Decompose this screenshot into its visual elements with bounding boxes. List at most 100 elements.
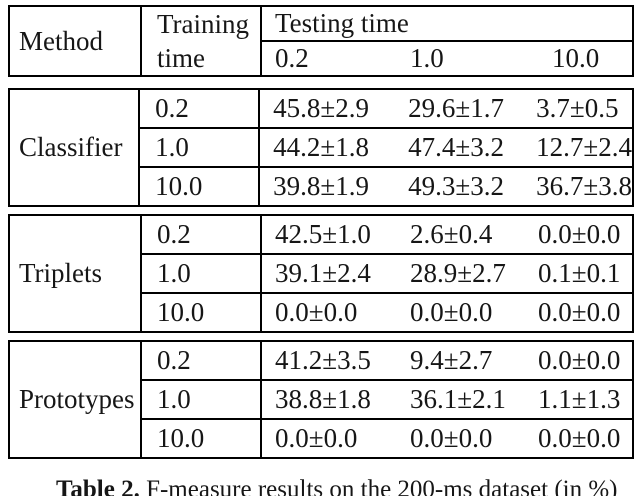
- table-caption: Table 2. F-measure results on the 200-ms…: [56, 477, 618, 496]
- value-cell-testing-10.0: 12.7±2.4: [523, 129, 632, 166]
- method-cell: Triplets: [10, 216, 142, 331]
- training-time-cell: 10.0: [142, 420, 262, 457]
- training-time-cell: 1.0: [142, 255, 262, 292]
- result-value: 29.6±1.7: [408, 93, 504, 123]
- result-value: 1.1±1.3: [538, 384, 621, 414]
- training-time-cell: 0.2: [140, 90, 261, 127]
- result-value: 12.7±2.4: [536, 132, 632, 162]
- group-rows: 0.2 45.8±2.9 29.6±1.7 3.7±0.5 1.0 44.2±1…: [140, 90, 632, 205]
- training-time-cell: 0.2: [142, 342, 262, 379]
- result-value: 36.7±3.8: [536, 171, 632, 201]
- testing-time-title-cell: Testing time: [262, 7, 632, 42]
- value-cell-testing-10.0: 3.7±0.5: [523, 90, 632, 127]
- value-cell-testing-0.2: 39.1±2.4: [262, 255, 397, 292]
- value-cell-testing-1.0: 28.9±2.7: [397, 255, 525, 292]
- testing-time-label: Testing time: [275, 8, 409, 38]
- result-value: 44.2±1.8: [273, 132, 369, 162]
- training-time-header-cell: Training time: [142, 7, 262, 75]
- training-time-value: 10.0: [155, 171, 203, 201]
- training-header-line2: time: [157, 43, 205, 73]
- method-group: Triplets 0.2 42.5±1.0 2.6±0.4 0.0±0.0 1.…: [8, 214, 634, 333]
- result-value: 3.7±0.5: [536, 93, 619, 123]
- result-value: 2.6±0.4: [410, 219, 493, 249]
- method-label: Classifier: [19, 132, 123, 162]
- method-header-cell: Method: [10, 7, 142, 75]
- result-value: 0.0±0.0: [538, 423, 621, 453]
- value-cell-testing-0.2: 38.8±1.8: [262, 381, 397, 418]
- result-value: 45.8±2.9: [273, 93, 369, 123]
- result-value: 41.2±3.5: [275, 345, 371, 375]
- value-cell-testing-1.0: 2.6±0.4: [397, 216, 525, 253]
- training-time-cell: 10.0: [142, 294, 262, 331]
- table-row: 10.0 39.8±1.9 49.3±3.2 36.7±3.8: [140, 166, 632, 205]
- result-value: 9.4±2.7: [410, 345, 493, 375]
- group-rows: 0.2 42.5±1.0 2.6±0.4 0.0±0.0 1.0 39.1±2.…: [142, 216, 632, 331]
- table-row: 1.0 38.8±1.8 36.1±2.1 1.1±1.3: [142, 379, 632, 418]
- table-row: 1.0 44.2±1.8 47.4±3.2 12.7±2.4: [140, 127, 632, 166]
- result-value: 49.3±3.2: [408, 171, 504, 201]
- value-cell-testing-10.0: 0.1±0.1: [525, 255, 632, 292]
- value-cell-testing-1.0: 0.0±0.0: [397, 294, 525, 331]
- value-cell-testing-10.0: 0.0±0.0: [525, 216, 632, 253]
- value-cell-testing-0.2: 41.2±3.5: [262, 342, 397, 379]
- value-cell-testing-1.0: 49.3±3.2: [395, 168, 523, 205]
- method-cell: Classifier: [10, 90, 141, 205]
- method-header-label: Method: [19, 25, 103, 56]
- method-label: Prototypes: [19, 384, 135, 414]
- value-cell-testing-0.2: 44.2±1.8: [260, 129, 395, 166]
- training-time-cell: 1.0: [142, 381, 262, 418]
- training-header-line1: Training: [157, 9, 250, 39]
- testing-col-header-0.2: 0.2: [275, 43, 309, 73]
- table-header: Method Training time Testing time 0.2 1.…: [8, 5, 634, 77]
- table-row: 10.0 0.0±0.0 0.0±0.0 0.0±0.0: [142, 418, 632, 457]
- result-value: 28.9±2.7: [410, 258, 506, 288]
- result-value: 38.8±1.8: [275, 384, 371, 414]
- result-value: 36.1±2.1: [410, 384, 506, 414]
- value-cell-testing-0.2: 45.8±2.9: [260, 90, 395, 127]
- table-body: Classifier 0.2 45.8±2.9 29.6±1.7 3.7±0.5…: [8, 88, 634, 459]
- training-time-value: 10.0: [157, 423, 205, 453]
- value-cell-testing-0.2: 0.0±0.0: [262, 294, 397, 331]
- value-cell-testing-0.2: 0.0±0.0: [262, 420, 397, 457]
- result-value: 0.0±0.0: [410, 423, 493, 453]
- value-cell-testing-1.0: 36.1±2.1: [397, 381, 525, 418]
- result-value: 0.0±0.0: [275, 297, 358, 327]
- training-time-cell: 1.0: [140, 129, 261, 166]
- value-cell-testing-1.0: 0.0±0.0: [397, 420, 525, 457]
- result-value: 0.0±0.0: [538, 297, 621, 327]
- value-cell-testing-0.2: 39.8±1.9: [260, 168, 395, 205]
- result-value: 39.8±1.9: [273, 171, 369, 201]
- method-group: Classifier 0.2 45.8±2.9 29.6±1.7 3.7±0.5…: [8, 88, 634, 207]
- value-cell-testing-10.0: 0.0±0.0: [525, 342, 632, 379]
- value-cell-testing-10.0: 0.0±0.0: [525, 294, 632, 331]
- result-value: 39.1±2.4: [275, 258, 371, 288]
- training-time-value: 0.2: [157, 219, 191, 249]
- caption-label: Table 2.: [56, 476, 140, 496]
- training-time-value: 1.0: [157, 258, 191, 288]
- method-group: Prototypes 0.2 41.2±3.5 9.4±2.7 0.0±0.0 …: [8, 340, 634, 459]
- testing-col-header-10.0: 10.0: [552, 43, 600, 73]
- result-value: 42.5±1.0: [275, 219, 371, 249]
- table-row: 10.0 0.0±0.0 0.0±0.0 0.0±0.0: [142, 292, 632, 331]
- value-cell-testing-10.0: 1.1±1.3: [525, 381, 632, 418]
- testing-time-header: Testing time 0.2 1.0 10.0: [262, 7, 632, 75]
- result-value: 0.0±0.0: [538, 219, 621, 249]
- value-cell-testing-10.0: 0.0±0.0: [525, 420, 632, 457]
- table-row: 0.2 42.5±1.0 2.6±0.4 0.0±0.0: [142, 216, 632, 253]
- training-time-cell: 0.2: [142, 216, 262, 253]
- result-value: 0.0±0.0: [275, 423, 358, 453]
- result-value: 0.0±0.0: [538, 345, 621, 375]
- result-value: 47.4±3.2: [408, 132, 504, 162]
- table-row: 0.2 41.2±3.5 9.4±2.7 0.0±0.0: [142, 342, 632, 379]
- table-row: 0.2 45.8±2.9 29.6±1.7 3.7±0.5: [140, 90, 632, 127]
- value-cell-testing-1.0: 9.4±2.7: [397, 342, 525, 379]
- group-rows: 0.2 41.2±3.5 9.4±2.7 0.0±0.0 1.0 38.8±1.…: [142, 342, 632, 457]
- training-time-value: 1.0: [155, 132, 189, 162]
- testing-col-header-1.0: 1.0: [410, 43, 444, 73]
- value-cell-testing-0.2: 42.5±1.0: [262, 216, 397, 253]
- training-time-value: 10.0: [157, 297, 205, 327]
- value-cell-testing-1.0: 47.4±3.2: [395, 129, 523, 166]
- training-time-value: 0.2: [157, 345, 191, 375]
- value-cell-testing-1.0: 29.6±1.7: [395, 90, 523, 127]
